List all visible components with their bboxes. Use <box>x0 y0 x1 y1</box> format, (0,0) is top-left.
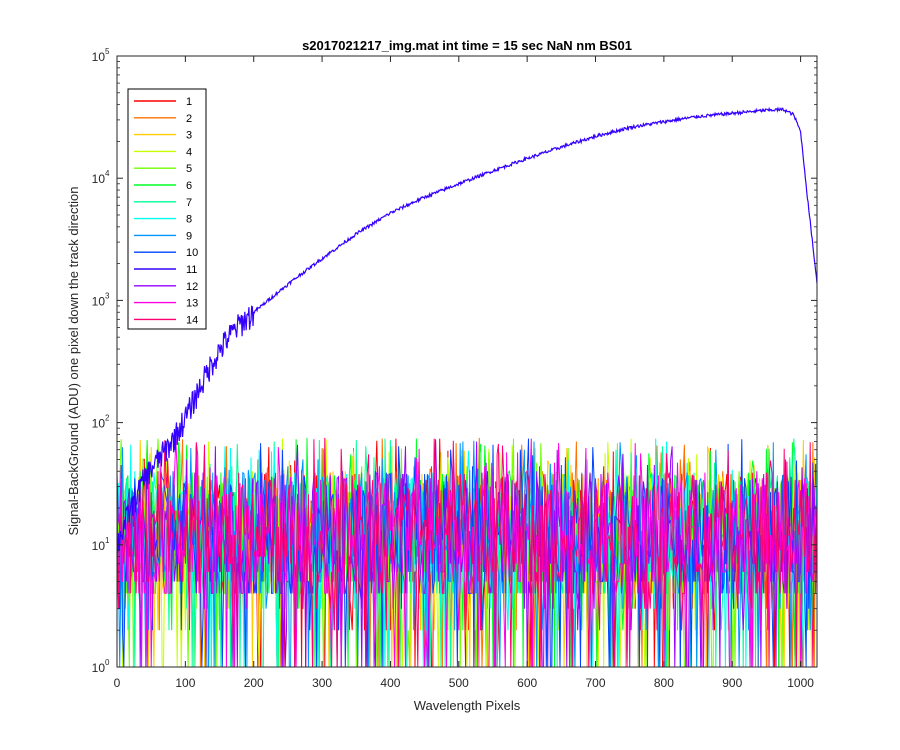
y-tick-exponent: 4 <box>105 169 110 178</box>
legend-label-12: 12 <box>186 281 198 293</box>
legend-box <box>127 88 207 330</box>
y-axis-label: Signal-BackGround (ADU) one pixel down t… <box>66 186 81 535</box>
y-tick-label: 10 <box>92 294 106 308</box>
y-tick-label: 10 <box>92 417 106 431</box>
legend-label-14: 14 <box>186 314 198 326</box>
series-layer <box>117 106 817 667</box>
y-tick-exponent: 3 <box>105 291 110 300</box>
legend-label-1: 1 <box>186 96 192 108</box>
y-tick-label: 10 <box>92 50 106 64</box>
y-tick-label: 10 <box>92 172 106 186</box>
x-tick-label: 400 <box>380 676 400 690</box>
y-tick-exponent: 2 <box>105 414 110 423</box>
series-line-14 <box>117 437 817 667</box>
x-tick-label: 1000 <box>787 676 814 690</box>
y-tick-exponent: 5 <box>105 47 110 56</box>
legend-label-8: 8 <box>186 214 192 226</box>
legend-label-13: 13 <box>186 298 198 310</box>
legend-label-7: 7 <box>186 197 192 209</box>
y-tick-exponent: 1 <box>105 536 110 545</box>
x-tick-label: 300 <box>312 676 332 690</box>
y-tick-label: 10 <box>92 539 106 553</box>
legend-label-3: 3 <box>186 130 192 142</box>
series-line-13 <box>117 438 817 667</box>
axes-box <box>116 55 818 668</box>
x-tick-label: 800 <box>654 676 674 690</box>
y-tick-exponent: 0 <box>105 658 110 667</box>
x-tick-label: 900 <box>722 676 742 690</box>
legend-label-4: 4 <box>186 146 192 158</box>
x-tick-label: 100 <box>175 676 195 690</box>
legend-label-11: 11 <box>186 264 197 276</box>
legend-label-10: 10 <box>186 247 198 259</box>
legend-label-5: 5 <box>186 163 192 175</box>
legend-label-6: 6 <box>186 180 192 192</box>
x-tick-label: 700 <box>586 676 606 690</box>
x-tick-label: 0 <box>114 676 121 690</box>
x-tick-label: 200 <box>244 676 264 690</box>
legend-label-2: 2 <box>186 113 192 125</box>
x-tick-label: 600 <box>517 676 537 690</box>
x-axis-label: Wavelength Pixels <box>414 698 521 713</box>
x-tick-label: 500 <box>449 676 469 690</box>
series-line-11 <box>117 106 817 555</box>
chart-title: s2017021217_img.mat int time = 15 sec Na… <box>302 38 632 53</box>
legend-label-9: 9 <box>186 230 192 242</box>
y-tick-label: 10 <box>92 661 106 675</box>
